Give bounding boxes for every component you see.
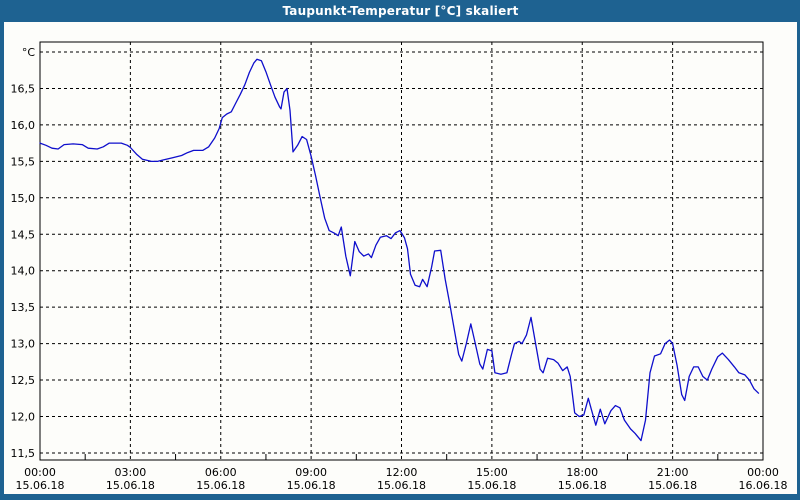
- y-tick-label: 12,0: [11, 411, 36, 424]
- x-tick-time: 00:00: [24, 466, 56, 479]
- y-tick-label: 11,5: [11, 447, 36, 460]
- x-tick-date: 15.06.18: [196, 479, 245, 492]
- window-title-bar: Taupunkt-Temperatur [°C] skaliert: [4, 0, 797, 22]
- x-tick-date: 15.06.18: [467, 479, 516, 492]
- x-tick-date: 16.06.18: [739, 479, 788, 492]
- dewpoint-line-chart: °C 16,5 16,0 15,5 15,0 14,5 14,0 13,5 13,0 12,5 12…: [11, 41, 788, 492]
- y-tick-label: 13,5: [11, 301, 36, 314]
- y-tick-label: 15,5: [11, 155, 36, 168]
- x-tick-date: 15.06.18: [16, 479, 65, 492]
- y-grid-and-labels: °C 16,5 16,0 15,5 15,0 14,5 14,0 13,5 13,0 12,5 12…: [11, 46, 763, 460]
- series-line: [39, 58, 760, 442]
- x-tick-date: 15.06.18: [106, 479, 155, 492]
- x-tick-date: 15.06.18: [287, 479, 336, 492]
- x-tick-time: 18:00: [566, 466, 598, 479]
- y-tick-label: 12,5: [11, 374, 36, 387]
- y-tick-label: °C: [22, 46, 36, 59]
- y-tick-label: 14,5: [11, 228, 36, 241]
- chart-area: °C 16,5 16,0 15,5 15,0 14,5 14,0 13,5 13,0 12,5 12…: [4, 22, 797, 494]
- plot-frame: [39, 41, 764, 461]
- x-tick-time: 00:00: [747, 466, 779, 479]
- x-tick-time: 21:00: [657, 466, 689, 479]
- x-tick-time: 06:00: [205, 466, 237, 479]
- x-tick-date: 15.06.18: [377, 479, 426, 492]
- x-labels: 00:0015.06.1803:0015.06.1806:0015.06.180…: [16, 466, 788, 492]
- x-tick-date: 15.06.18: [648, 479, 697, 492]
- y-tick-label: 14,0: [11, 265, 36, 278]
- window-title: Taupunkt-Temperatur [°C] skaliert: [282, 4, 519, 18]
- y-tick-label: 16,5: [11, 82, 36, 95]
- x-tick-time: 09:00: [295, 466, 327, 479]
- y-tick-label: 16,0: [11, 119, 36, 132]
- x-tick-date: 15.06.18: [558, 479, 607, 492]
- x-grid: [129, 42, 674, 460]
- y-tick-label: 13,0: [11, 338, 36, 351]
- y-tick-label: 15,0: [11, 192, 36, 205]
- x-minor-ticks: [84, 454, 719, 460]
- x-tick-time: 15:00: [476, 466, 508, 479]
- x-tick-time: 12:00: [386, 466, 418, 479]
- x-tick-time: 03:00: [115, 466, 147, 479]
